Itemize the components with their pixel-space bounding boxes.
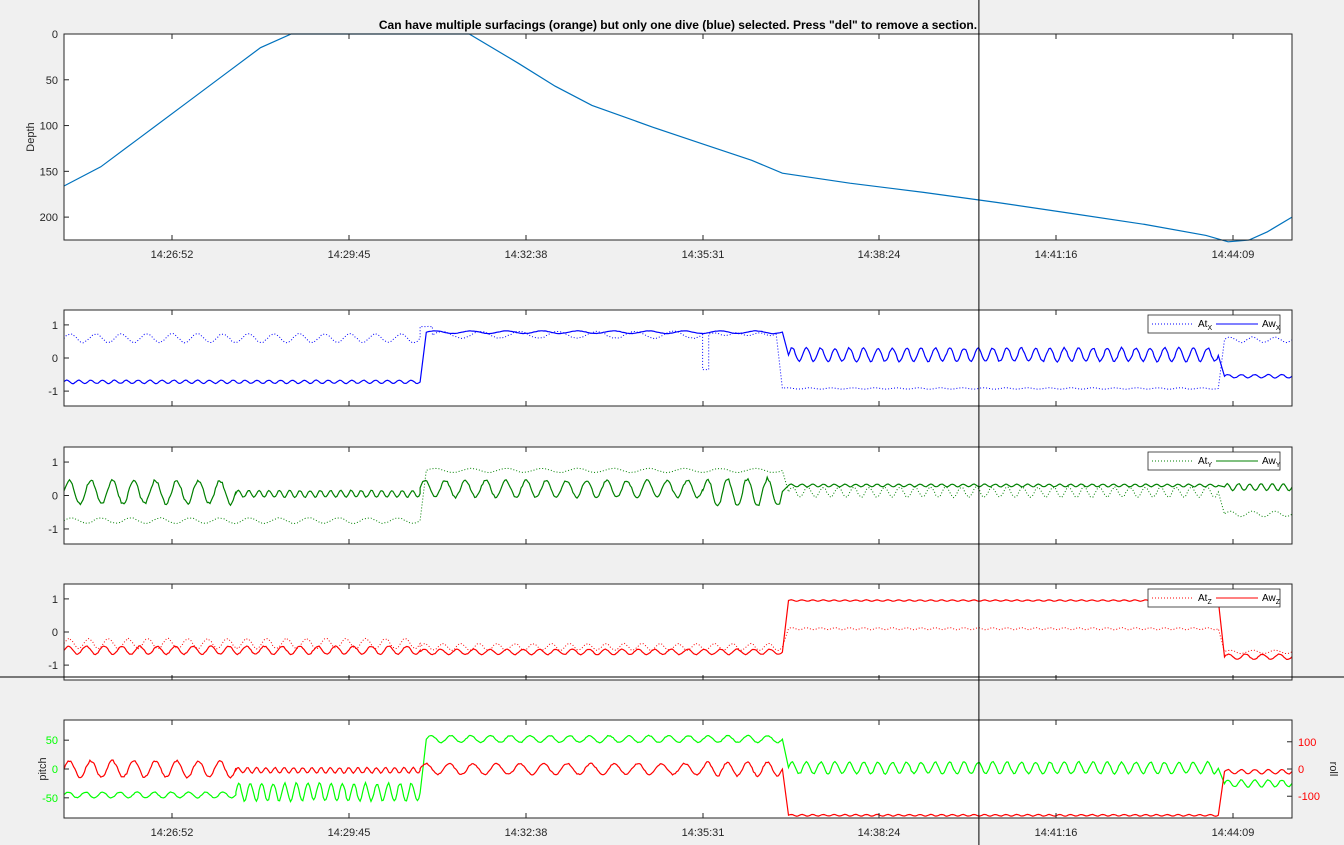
plot-area	[64, 310, 1292, 406]
x-tick-label: 14:38:24	[858, 249, 901, 261]
y-tick-label: 0	[52, 353, 58, 365]
y-right-tick-label: 0	[1298, 764, 1304, 776]
axes-frame	[63, 33, 1293, 241]
plot-area	[64, 584, 1292, 680]
y-tick-label: 1	[52, 594, 58, 606]
legend-box	[1147, 314, 1281, 334]
y-axis-acceleration-plot[interactable]: -1 0 1 AtY AwY	[48, 446, 1293, 545]
y-tick-label: 50	[46, 75, 58, 87]
aw-series-line	[63, 330, 1293, 385]
aw-series-line	[63, 475, 1293, 507]
x-tick-label: 14:44:09	[1212, 827, 1255, 839]
y-tick-label: 1	[52, 320, 58, 332]
at-series-line	[63, 325, 1293, 390]
pitch-series-line	[63, 734, 1293, 804]
x-tick-label: 14:35:31	[682, 827, 725, 839]
y-axis-label: Depth	[25, 122, 37, 151]
roll-series-line	[63, 759, 1293, 817]
depth-series-line	[63, 33, 1293, 243]
y-tick-label: -1	[48, 660, 58, 672]
y-tick-label: 0	[52, 491, 58, 503]
y-tick-label: 0	[52, 627, 58, 639]
x-axis-acceleration-plot[interactable]: -1 0 1 AtX AwX	[48, 309, 1293, 407]
x-tick-label: 14:32:38	[505, 827, 548, 839]
x-tick-label: 14:35:31	[682, 249, 725, 261]
x-tick-label: 14:41:16	[1035, 827, 1078, 839]
x-tick-label: 14:44:09	[1212, 249, 1255, 261]
y-tick-label: 0	[52, 29, 58, 41]
x-tick-label: 14:29:45	[328, 827, 371, 839]
figure-title: Can have multiple surfacings (orange) bu…	[379, 18, 977, 32]
y-tick-label: 1	[52, 457, 58, 469]
y-tick-label: 0	[52, 764, 58, 776]
aw-series-line	[63, 599, 1293, 660]
y-tick-label: -1	[48, 524, 58, 536]
plot-area	[64, 447, 1292, 544]
y-axis-label: pitch	[37, 757, 49, 780]
x-tick-label: 14:29:45	[328, 249, 371, 261]
plot-area	[64, 34, 1292, 240]
pitch-roll-plot[interactable]: -50 0 50 -100 0 100 14:26:52 14:29:45 14:32:38 14…	[37, 719, 1339, 839]
legend-box	[1147, 588, 1281, 608]
x-tick-label: 14:26:52	[151, 249, 194, 261]
x-tick-label: 14:32:38	[505, 249, 548, 261]
x-tick-label: 14:41:16	[1035, 249, 1078, 261]
z-axis-acceleration-plot[interactable]: -1 0 1 AtZ AwZ	[48, 583, 1293, 681]
y-right-tick-label: -100	[1298, 791, 1320, 803]
y-tick-label: 50	[46, 735, 58, 747]
y-right-tick-label: 100	[1298, 737, 1316, 749]
y-tick-label: 100	[40, 121, 58, 133]
legend: AtZ AwZ	[1147, 588, 1281, 608]
y-tick-label: 200	[40, 212, 58, 224]
legend: AtY AwY	[1147, 451, 1281, 471]
x-tick-label: 14:38:24	[858, 827, 901, 839]
y-tick-label: -50	[42, 793, 58, 805]
plot-area	[64, 720, 1292, 818]
y-tick-label: 150	[40, 166, 58, 178]
legend-box	[1147, 451, 1281, 471]
y-right-axis-label: roll	[1327, 762, 1339, 777]
x-tick-label: 14:26:52	[151, 827, 194, 839]
legend: AtX AwX	[1147, 314, 1281, 334]
depth-plot[interactable]: 0 50 100 150 200 14:26:52 14:29:45 14:32:38 14:3…	[25, 29, 1293, 261]
y-tick-label: -1	[48, 386, 58, 398]
